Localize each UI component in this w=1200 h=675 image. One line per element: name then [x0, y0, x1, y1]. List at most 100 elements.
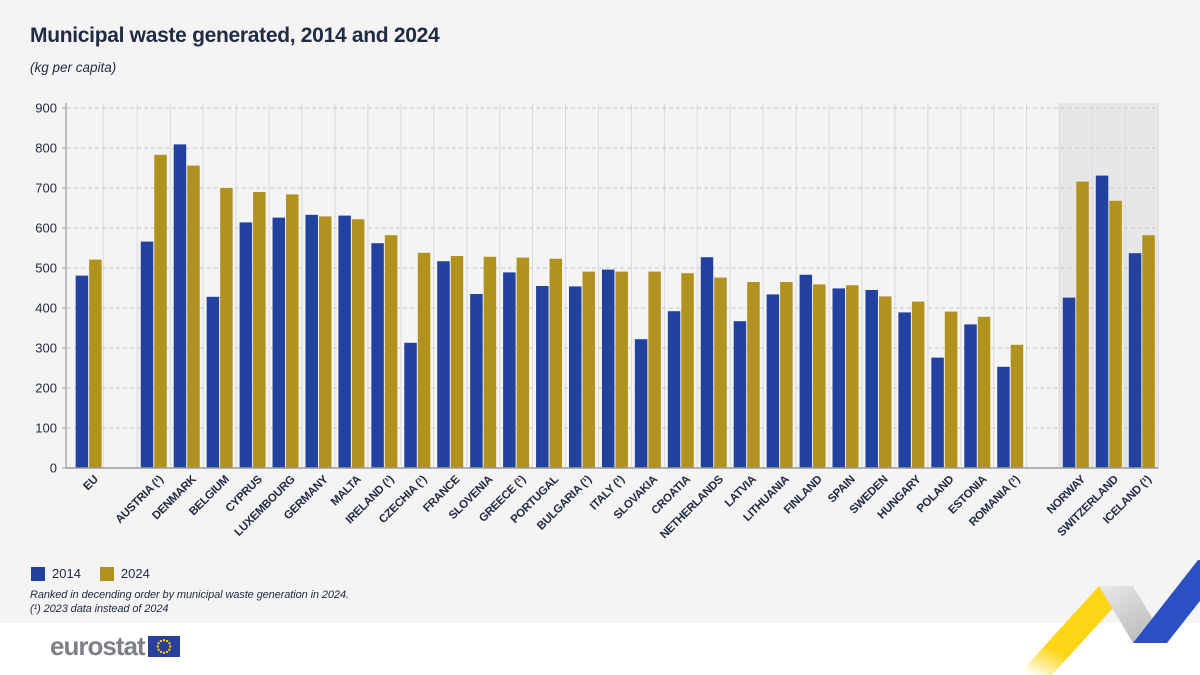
bar-2014-ITALY (¹) — [601, 269, 615, 468]
bar-2024-ROMANIA (¹) — [1010, 344, 1024, 468]
y-tick-label: 100 — [35, 421, 57, 436]
bars — [75, 144, 1155, 469]
y-tick-label: 600 — [35, 221, 57, 236]
bar-2024-ESTONIA — [977, 316, 991, 468]
bar-2024-HUNGARY — [911, 301, 925, 468]
x-axis-labels: EU AUSTRIA (¹)DENMARKBELGIUMCYPRUSLUXEMBO… — [81, 473, 1154, 541]
legend-item-2024: 2024 — [99, 566, 150, 581]
bar-2014-LUXEMBOURG — [272, 217, 286, 468]
y-tick-label: 300 — [35, 341, 57, 356]
bar-2024-EU — [89, 259, 102, 468]
eurostat-logo: eurostat — [50, 633, 180, 659]
bar-2014-SLOVAKIA — [634, 339, 648, 468]
bar-2024-CROATIA — [681, 273, 694, 468]
bar-2014-GREECE (¹) — [503, 272, 516, 468]
bar-2014-MALTA — [338, 215, 351, 468]
bar-2014-FINLAND — [799, 274, 813, 468]
y-tick-label: 500 — [35, 261, 57, 276]
footnote-ranking: Ranked in decending order by municipal w… — [30, 589, 349, 601]
legend-swatch-2014 — [31, 566, 45, 581]
bar-2024-ICELAND (¹) — [1142, 235, 1155, 468]
bar-2024-SPAIN — [846, 285, 859, 468]
bar-2024-LATVIA — [747, 282, 760, 468]
efta-highlight-band — [1059, 103, 1159, 468]
bar-2024-ITALY (¹) — [615, 271, 628, 468]
bar-2014-LITHUANIA — [766, 294, 780, 468]
bar-2014-NORWAY — [1062, 297, 1076, 468]
bar-2024-CZECHIA (¹) — [417, 252, 431, 468]
bar-2024-CYPRUS — [253, 192, 266, 468]
bar-2014-ROMANIA (¹) — [997, 366, 1010, 468]
bar-2024-IRELAND (¹) — [384, 235, 398, 468]
chart-footnotes: Ranked in decending order by municipal w… — [30, 589, 349, 616]
bar-2024-BELGIUM — [220, 188, 233, 468]
bar-2024-AUSTRIA (¹) — [154, 154, 167, 469]
footnote-data-year: (¹) 2023 data instead of 2024 — [30, 602, 169, 615]
zigzag-yellow-segment — [1018, 586, 1133, 675]
bar-2014-BULGARIA (¹) — [568, 286, 582, 468]
y-tick-label: 0 — [50, 461, 57, 476]
y-tick-label: 800 — [35, 141, 57, 156]
legend-swatch-2024 — [99, 566, 114, 581]
bar-2014-BELGIUM — [206, 296, 220, 468]
chart-legend: 2014 2024 — [31, 566, 150, 581]
vertical-gridlines — [102, 103, 1159, 468]
country-label: LUXEMBOURG — [233, 473, 298, 538]
bar-2014-EU — [75, 275, 89, 468]
bar-2014-SLOVENIA — [470, 294, 483, 468]
y-tick-label: 900 — [35, 101, 57, 116]
country-label: NETHERLANDS — [658, 473, 726, 541]
bar-2014-ICELAND (¹) — [1128, 253, 1142, 468]
bar-2024-SWITZERLAND — [1109, 200, 1122, 469]
bar-2014-LATVIA — [733, 321, 747, 468]
legend-label-2014: 2014 — [52, 566, 81, 581]
country-label: SWITZERLAND — [1056, 474, 1121, 539]
chart-unit-subtitle: (kg per capita) — [30, 60, 117, 75]
bar-2014-CZECHIA (¹) — [404, 342, 417, 468]
bar-2024-FRANCE — [450, 256, 464, 468]
bar-chart: 0 100 200 300 400 500 600 700 800 900 EU AUSTRIA (¹… — [35, 101, 1159, 541]
bar-2014-ESTONIA — [964, 324, 977, 468]
bar-2014-HUNGARY — [898, 312, 911, 468]
bar-2014-PORTUGAL — [536, 286, 549, 468]
bar-2024-LITHUANIA — [780, 282, 793, 468]
bar-2014-FRANCE — [437, 261, 450, 468]
y-tick-label: 400 — [35, 301, 57, 316]
bar-2024-BULGARIA (¹) — [582, 271, 595, 468]
bar-2024-NETHERLANDS — [714, 277, 727, 468]
country-label: EU — [81, 474, 100, 493]
bar-2024-SLOVENIA — [483, 256, 497, 468]
zigzag-trend-graphic — [1018, 560, 1200, 675]
bar-2024-FINLAND — [813, 284, 826, 468]
bar-2024-POLAND — [944, 311, 958, 468]
y-tick-label: 200 — [35, 381, 57, 396]
bar-2014-DENMARK — [173, 144, 187, 468]
page-title: Municipal waste generated, 2014 and 2024 — [30, 24, 440, 47]
country-label: SPAIN — [826, 474, 858, 506]
bar-2024-DENMARK — [187, 165, 200, 468]
bar-2014-IRELAND (¹) — [371, 243, 384, 468]
bar-2014-AUSTRIA (¹) — [140, 241, 154, 468]
bar-2014-NETHERLANDS — [700, 257, 714, 468]
bar-2024-SWEDEN — [878, 296, 892, 468]
bar-2014-GERMANY — [305, 214, 318, 468]
y-axis-labels: 0 100 200 300 400 500 600 700 800 900 — [35, 101, 57, 476]
bar-2014-SWITZERLAND — [1095, 175, 1109, 468]
zigzag-blue-segment — [1133, 560, 1200, 643]
legend-label-2024: 2024 — [120, 566, 150, 581]
bar-2024-LUXEMBOURG — [286, 194, 299, 468]
legend-item-2014: 2014 — [31, 566, 81, 581]
bar-2024-GERMANY — [318, 216, 332, 468]
bar-2014-POLAND — [931, 357, 944, 468]
bar-2024-MALTA — [351, 219, 365, 468]
bar-2024-NORWAY — [1076, 181, 1089, 468]
y-tick-label: 700 — [35, 181, 57, 196]
footer-band — [0, 623, 1200, 675]
bar-2024-PORTUGAL — [549, 258, 563, 468]
eu-flag-icon — [147, 635, 180, 657]
horizontal-gridlines — [62, 107, 1159, 469]
bar-2014-CYPRUS — [239, 222, 253, 468]
bar-2014-SWEDEN — [865, 290, 878, 468]
bar-2024-GREECE (¹) — [516, 257, 530, 468]
